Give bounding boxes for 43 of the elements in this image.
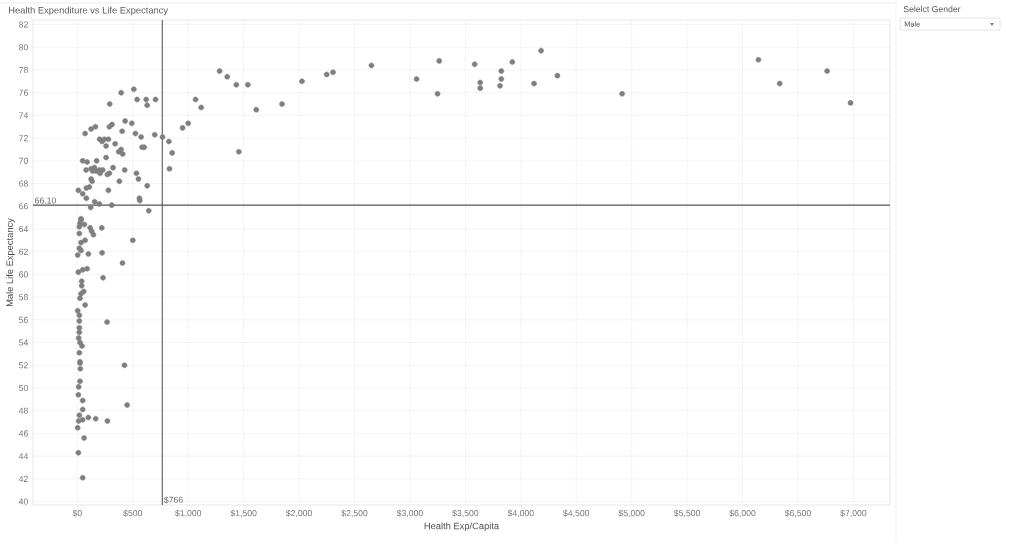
y-tick-label: 58: [19, 294, 28, 301]
y-tick-label: 82: [19, 21, 28, 28]
y-tick-label: 48: [18, 407, 28, 414]
x-tick-label: $5,000: [618, 509, 645, 518]
y-tick-label: 64: [19, 225, 29, 233]
x-tick-label: $0: [72, 509, 82, 517]
y-tick-label: 62: [19, 248, 28, 255]
chart-title: Health Expenditure vs Life Expectancy: [9, 6, 169, 16]
x-tick-label: $3,500: [452, 509, 479, 518]
y-tick-label: 60: [19, 271, 28, 278]
y-tick-label: 42: [18, 475, 28, 482]
x-tick-label: $2,500: [341, 509, 368, 518]
y-tick-label: 68: [19, 180, 28, 187]
x-tick-label: $1,000: [175, 509, 202, 518]
ref-line-label: $766: [163, 496, 183, 504]
x-tick-label: $6,500: [784, 509, 811, 518]
y-tick-label: 40: [18, 498, 28, 505]
y-tick-label: 70: [19, 157, 28, 164]
y-tick-label: 56: [19, 316, 28, 323]
y-tick-label: 74: [19, 112, 29, 119]
y-tick-label: 72: [19, 135, 28, 142]
y-tick-label: 66: [19, 203, 28, 210]
ref-line-label: 66.10: [35, 197, 56, 204]
y-tick-label: 78: [19, 66, 28, 74]
x-tick-label: $1,500: [230, 509, 257, 518]
y-tick-label: 44: [18, 453, 29, 460]
x-tick-label: $3,000: [396, 509, 423, 518]
x-tick-label: $4,000: [507, 509, 534, 518]
x-tick-label: $7,000: [840, 509, 867, 518]
x-axis-title: Health Exp/Capita: [424, 522, 500, 532]
x-tick-label: $6,000: [729, 509, 756, 518]
y-tick-label: 54: [19, 339, 29, 346]
y-tick-label: 76: [19, 89, 28, 96]
y-tick-label: 46: [18, 430, 28, 437]
x-tick-label: $2,000: [285, 509, 312, 518]
x-tick-label: $500: [123, 509, 143, 517]
y-axis-title: Male Life Expectancy: [6, 218, 15, 307]
y-tick-label: 50: [19, 384, 28, 392]
x-tick-label: $5,500: [673, 509, 701, 518]
x-tick-label: $4,500: [563, 509, 590, 518]
text: Selelct Gender: [903, 5, 961, 13]
y-tick-label: 52: [19, 362, 28, 369]
y-tick-label: 80: [19, 44, 28, 51]
